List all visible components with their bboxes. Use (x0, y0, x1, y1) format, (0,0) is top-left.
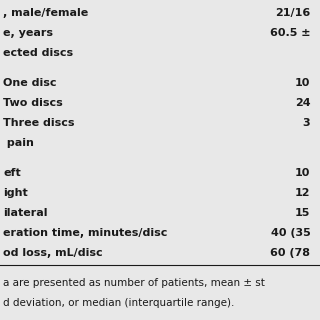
Text: 15: 15 (295, 208, 310, 218)
Text: 10: 10 (295, 78, 310, 88)
Text: pain: pain (3, 138, 34, 148)
Text: 60.5 ±: 60.5 ± (270, 28, 310, 38)
Text: 10: 10 (295, 168, 310, 178)
Text: 12: 12 (295, 188, 310, 198)
Text: 3: 3 (303, 118, 310, 128)
Text: Two discs: Two discs (3, 98, 63, 108)
Text: 60 (78: 60 (78 (270, 248, 310, 258)
Text: d deviation, or median (interquartile range).: d deviation, or median (interquartile ra… (3, 298, 235, 308)
Text: eration time, minutes/disc: eration time, minutes/disc (3, 228, 168, 238)
Text: e, years: e, years (3, 28, 53, 38)
Text: ected discs: ected discs (3, 48, 73, 58)
Text: od loss, mL/disc: od loss, mL/disc (3, 248, 103, 258)
Text: eft: eft (3, 168, 21, 178)
Text: a are presented as number of patients, mean ± st: a are presented as number of patients, m… (3, 278, 265, 288)
Text: Three discs: Three discs (3, 118, 75, 128)
Text: One disc: One disc (3, 78, 57, 88)
Text: , male/female: , male/female (3, 8, 88, 18)
Text: 24: 24 (295, 98, 310, 108)
Text: ilateral: ilateral (3, 208, 48, 218)
Text: 40 (35: 40 (35 (271, 228, 310, 238)
Text: ight: ight (3, 188, 28, 198)
Text: 21/16: 21/16 (275, 8, 310, 18)
